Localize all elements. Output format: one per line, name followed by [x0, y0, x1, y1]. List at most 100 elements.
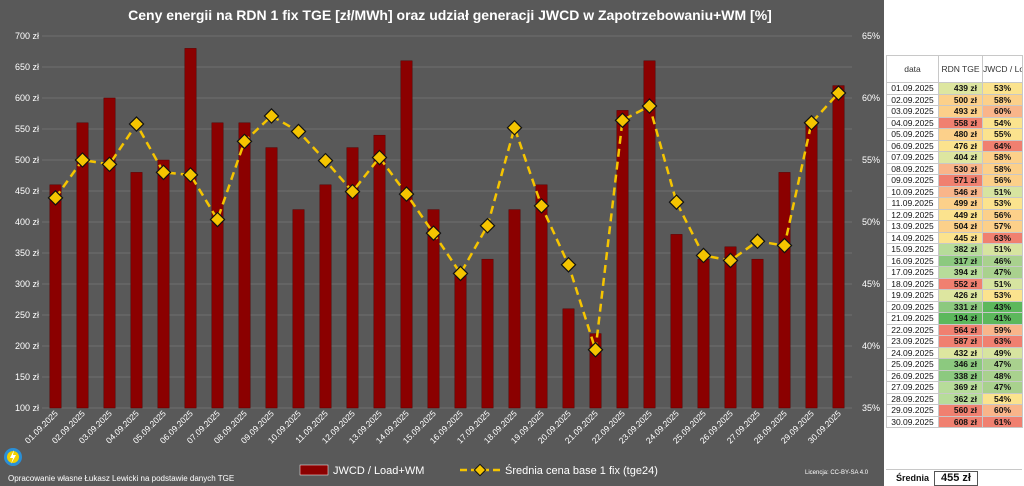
line-point [587, 341, 604, 358]
row-date: 21.09.2025 [886, 312, 939, 325]
average-summary: Średnia 455 zł [886, 469, 1022, 486]
bar [481, 258, 494, 409]
line-point [830, 85, 847, 101]
energy-chart: 100 zł 150 zł 200 zł 250 zł 300 zł 350 zł 400 … [0, 0, 884, 486]
bar [103, 97, 116, 409]
row-share: 54% [982, 116, 1023, 129]
table-row: 11.09.2025 499 zł 53% [886, 197, 1023, 210]
y-left-tick-label: 200 zł [15, 341, 39, 351]
row-share: 63% [982, 231, 1023, 244]
table-row: 30.09.2025 608 zł 61% [886, 415, 1023, 428]
bar [373, 134, 386, 409]
bar [508, 209, 521, 409]
line-point [182, 166, 199, 183]
table-row: 06.09.2025 476 zł 64% [886, 139, 1023, 152]
row-price: 432 zł [938, 346, 983, 359]
line-point [425, 225, 442, 242]
row-date: 14.09.2025 [886, 231, 939, 244]
row-price: 564 zł [938, 323, 983, 336]
table-row: 16.09.2025 317 zł 46% [886, 254, 1023, 267]
row-price: 362 zł [938, 392, 983, 405]
row-date: 16.09.2025 [886, 254, 939, 267]
line-point [317, 152, 334, 169]
header-price: RDN TGE [938, 55, 983, 83]
row-share: 58% [982, 162, 1023, 175]
row-share: 58% [982, 151, 1023, 164]
y-left-tick-label: 500 zł [15, 155, 39, 165]
table-row: 24.09.2025 432 zł 49% [886, 346, 1023, 359]
row-share: 48% [982, 369, 1023, 382]
chart-legend: JWCD / Load+WM Średnia cena base 1 fix (… [299, 463, 658, 477]
table-row: 13.09.2025 504 zł 57% [886, 220, 1023, 233]
row-date: 07.09.2025 [886, 151, 939, 164]
line-point [263, 108, 280, 124]
chart-title: Ceny energii na RDN 1 fix TGE [zł/MWh] o… [128, 7, 772, 23]
row-share: 43% [982, 300, 1023, 313]
row-price: 346 zł [938, 358, 983, 371]
line-point [290, 123, 307, 140]
row-price: 404 zł [938, 151, 983, 164]
row-price: 338 zł [938, 369, 983, 382]
table-row: 27.09.2025 369 zł 47% [886, 381, 1023, 394]
bar [751, 258, 764, 409]
row-price: 587 zł [938, 335, 983, 348]
row-share: 60% [982, 404, 1023, 417]
row-date: 27.09.2025 [886, 381, 939, 394]
y-left-tick-label: 700 zł [15, 31, 39, 41]
legend-line-marker [473, 463, 487, 477]
bar [49, 184, 62, 409]
y-right-tick-label: 40% [862, 341, 880, 351]
row-price: 499 zł [938, 197, 983, 210]
row-share: 56% [982, 174, 1023, 187]
bar [427, 209, 440, 409]
line-point [371, 149, 388, 166]
row-price: 317 zł [938, 254, 983, 267]
line-point [236, 133, 253, 150]
row-share: 51% [982, 185, 1023, 198]
line-point [101, 156, 118, 173]
bar [724, 246, 737, 409]
line-point [641, 98, 658, 114]
row-share: 41% [982, 312, 1023, 325]
table-row: 08.09.2025 530 zł 58% [886, 162, 1023, 175]
row-date: 26.09.2025 [886, 369, 939, 382]
row-date: 19.09.2025 [886, 289, 939, 302]
y-left-tick-label: 600 zł [15, 93, 39, 103]
bar [157, 159, 170, 409]
line-point [776, 237, 793, 254]
line-point [722, 252, 739, 269]
row-price: 546 zł [938, 185, 983, 198]
line-point [533, 197, 550, 214]
bar [400, 60, 413, 409]
row-date: 15.09.2025 [886, 243, 939, 256]
line-point [614, 112, 631, 129]
table-row: 23.09.2025 587 zł 63% [886, 335, 1023, 348]
bar [184, 48, 197, 409]
row-share: 51% [982, 277, 1023, 290]
footer-license: Licencja: CC-BY-SA 4.0 [805, 470, 869, 476]
table-row: 20.09.2025 331 zł 43% [886, 300, 1023, 313]
row-date: 11.09.2025 [886, 197, 939, 210]
table-row: 10.09.2025 546 zł 51% [886, 185, 1023, 198]
row-price: 476 zł [938, 139, 983, 152]
row-price: 552 zł [938, 277, 983, 290]
line-point [452, 265, 469, 282]
bar [319, 184, 332, 409]
row-share: 60% [982, 105, 1023, 118]
average-label: Średnia [896, 473, 930, 483]
y-right-tick-label: 55% [862, 155, 880, 165]
y-right-tick-label: 45% [862, 279, 880, 289]
table-row: 26.09.2025 338 zł 48% [886, 369, 1023, 382]
y-left-tick-label: 300 zł [15, 279, 39, 289]
row-share: 59% [982, 323, 1023, 336]
table-row: 01.09.2025 439 zł 53% [886, 82, 1023, 95]
row-date: 12.09.2025 [886, 208, 939, 221]
y-right-tick-label: 50% [862, 217, 880, 227]
y-left-tick-label: 350 zł [15, 248, 39, 258]
row-date: 06.09.2025 [886, 139, 939, 152]
chart-background [0, 0, 884, 486]
row-date: 18.09.2025 [886, 277, 939, 290]
row-price: 369 zł [938, 381, 983, 394]
table-row: 18.09.2025 552 zł 51% [886, 277, 1023, 290]
row-share: 55% [982, 128, 1023, 141]
